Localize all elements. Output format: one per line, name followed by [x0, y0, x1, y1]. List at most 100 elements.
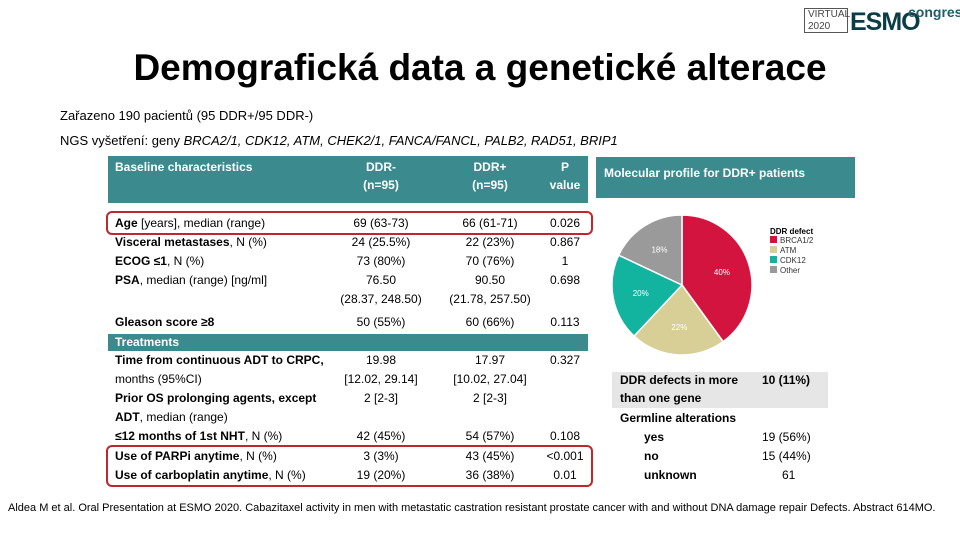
cell-ddr-pos: 43 (45%) — [465, 449, 515, 463]
molecular-profile-title: Molecular profile for DDR+ patients — [604, 166, 806, 180]
list-item: unknown 61 — [612, 467, 828, 486]
multi-gene-label-2: than one gene — [620, 391, 702, 405]
row-label: ADT, median (range) — [115, 410, 228, 424]
legend-label: BRCA1/2 — [780, 236, 814, 245]
intro-gene-list: BRCA2/1, CDK12, ATM, CHEK2/1, FANCA/FANC… — [183, 133, 618, 148]
row-label: ≤12 months of 1st NHT, N (%) — [115, 429, 283, 443]
molecular-profile-header: Molecular profile for DDR+ patients — [596, 157, 855, 198]
header-p-value: value — [549, 178, 581, 192]
cell-ddr-pos: 17.97 — [474, 353, 506, 367]
treatments-header: Treatments — [108, 334, 588, 351]
cell-p-value: 1 — [561, 254, 569, 268]
row-label: ECOG ≤1, N (%) — [115, 254, 205, 268]
cell-ddr-neg: 69 (63-73) — [353, 216, 409, 230]
row-label: Use of PARPi anytime, N (%) — [115, 449, 277, 463]
header-p: P — [560, 160, 569, 174]
cell-p-value: 0.026 — [549, 216, 581, 230]
cell-ddr-neg: [12.02, 29.14] — [344, 372, 418, 386]
legend-title: DDR defect — [770, 227, 813, 236]
cell-ddr-neg: 73 (80%) — [356, 254, 406, 268]
germline-row-value: 15 (44%) — [762, 449, 811, 463]
pie-slice-label: 22% — [671, 323, 687, 332]
germline-row-label: no — [644, 449, 659, 463]
row-label: PSA, median (range) [ng/ml] — [115, 273, 268, 287]
logo-virtual-text: VIRTUAL — [808, 9, 851, 20]
cell-p-value: <0.001 — [546, 449, 584, 463]
cell-ddr-pos: (21.78, 257.50) — [449, 292, 531, 306]
row-label: Time from continuous ADT to CRPC, — [115, 353, 324, 367]
intro-line-1: Zařazeno 190 pacientů (95 DDR+/95 DDR-) — [60, 108, 314, 123]
cell-p-value: 0.108 — [549, 429, 581, 443]
pie-slice-label: 40% — [714, 268, 730, 277]
legend-label: Other — [780, 266, 800, 275]
header-baseline-characteristics: Baseline characteristics — [115, 160, 253, 174]
multi-gene-defect-row: DDR defects in more than one gene 10 (11… — [612, 372, 828, 408]
cell-p-value: 0.01 — [553, 468, 577, 482]
legend-label: CDK12 — [780, 256, 806, 265]
multi-gene-value: 10 (11%) — [762, 373, 811, 387]
table-row: Prior OS prolonging agents, except 2 [2-… — [108, 391, 588, 410]
cell-ddr-neg: 42 (45%) — [356, 429, 406, 443]
cell-ddr-neg: 19.98 — [365, 353, 397, 367]
table-row: Age [years], median (range) 69 (63-73) 6… — [108, 216, 588, 235]
row-label: Use of carboplatin anytime, N (%) — [115, 468, 306, 482]
germline-row-label: yes — [644, 430, 665, 444]
logo-virtual-box: VIRTUAL 2020 — [804, 8, 851, 33]
cell-ddr-neg: 50 (55%) — [356, 315, 406, 329]
multi-gene-label-1: DDR defects in more — [620, 373, 739, 387]
table-row: PSA, median (range) [ng/ml] 76.50 90.50 … — [108, 273, 588, 292]
cell-ddr-pos: 54 (57%) — [465, 429, 515, 443]
cell-ddr-pos: 60 (66%) — [465, 315, 515, 329]
age-highlight-box — [106, 211, 593, 235]
cell-ddr-pos: 66 (61-71) — [462, 216, 518, 230]
cell-ddr-neg: 2 [2-3] — [363, 391, 399, 405]
germline-row-label: unknown — [644, 468, 697, 482]
header-ddr-neg-n: (n=95) — [363, 178, 399, 192]
intro-line-2: NGS vyšetření: geny BRCA2/1, CDK12, ATM,… — [60, 133, 618, 148]
cell-ddr-pos: 70 (76%) — [465, 254, 515, 268]
logo-congress-text: congress — [908, 4, 960, 20]
table-row: (28.37, 248.50) (21.78, 257.50) — [108, 292, 588, 311]
header-ddr-pos-n: (n=95) — [472, 178, 508, 192]
legend-swatch — [770, 246, 777, 253]
cell-p-value: 0.327 — [549, 353, 581, 367]
header-ddr-pos: DDR+ — [473, 160, 507, 174]
row-label: Age [years], median (range) — [115, 216, 266, 230]
footnote-citation: Aldea M et al. Oral Presentation at ESMO… — [8, 502, 936, 514]
legend-swatch — [770, 236, 777, 243]
cell-p-value: 0.113 — [550, 315, 580, 329]
row-label: Visceral metastases, N (%) — [115, 235, 267, 249]
row-label: Prior OS prolonging agents, except — [115, 391, 317, 405]
pie-slice-label: 20% — [633, 289, 649, 298]
cell-ddr-pos: 36 (38%) — [465, 468, 515, 482]
ddr-defect-pie-chart: 40% 22% 20% 18% DDR defect BRCA1/2ATMCDK12O… — [611, 214, 814, 356]
pie-slice-atm — [633, 283, 725, 356]
cell-p-value: 0.698 — [549, 273, 581, 287]
list-item: yes 19 (56%) — [612, 429, 828, 448]
treatment-highlight-box — [106, 445, 593, 487]
cell-ddr-neg: 76.50 — [365, 273, 397, 287]
baseline-table-header: Baseline characteristics DDR- (n=95) DDR… — [108, 156, 588, 203]
slide-title: Demografická data a genetické alterace — [133, 47, 827, 88]
logo-year-text: 2020 — [808, 21, 831, 32]
intro-line-2-prefix: NGS vyšetření: geny — [60, 133, 184, 148]
pie-slice-cdk12 — [611, 254, 684, 338]
cell-ddr-pos: 22 (23%) — [465, 235, 515, 249]
table-row: months (95%CI) [12.02, 29.14] [10.02, 27… — [108, 372, 588, 391]
table-row: Gleason score ≥8 50 (55%) 60 (66%) 0.113 — [108, 315, 588, 334]
pie-slice-label: 18% — [651, 246, 667, 255]
pie-slice-other — [617, 214, 683, 287]
germline-row-value: 19 (56%) — [762, 430, 811, 444]
cell-ddr-pos: 90.50 — [474, 273, 506, 287]
table-row: ≤12 months of 1st NHT, N (%) 42 (45%) 54… — [108, 429, 588, 448]
cell-p-value: 0.867 — [549, 235, 581, 249]
esmo-logo: VIRTUAL 2020 ESMO congress — [804, 4, 960, 36]
cell-ddr-neg: 19 (20%) — [356, 468, 406, 482]
table-row: ADT, median (range) — [108, 410, 588, 429]
table-row: Use of PARPi anytime, N (%) 3 (3%) 43 (4… — [108, 449, 588, 468]
cell-ddr-neg: (28.37, 248.50) — [340, 292, 422, 306]
table-row: Visceral metastases, N (%) 24 (25.5%) 22… — [108, 235, 588, 254]
cell-ddr-pos: 2 [2-3] — [472, 391, 508, 405]
row-label: Gleason score ≥8 — [115, 315, 215, 329]
table-row: Time from continuous ADT to CRPC, 19.98 … — [108, 353, 588, 372]
